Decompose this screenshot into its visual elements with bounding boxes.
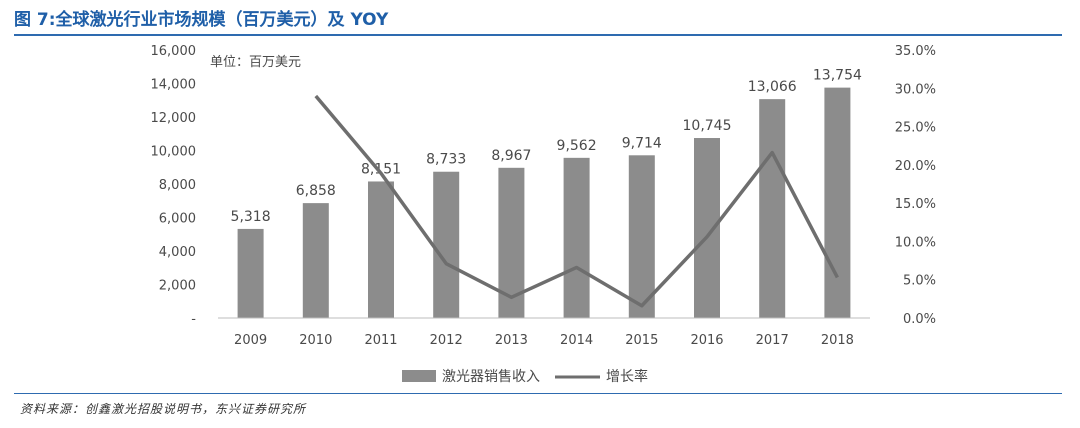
bar-value-labels: 5,318 6,858 8,151 8,733 8,967 9,562 9,714 10,74… xyxy=(231,68,862,225)
bar-value-label: 13,066 xyxy=(748,79,797,95)
y-right-tick-label: 5.0% xyxy=(903,274,936,289)
bar-value-label: 9,714 xyxy=(622,135,662,151)
y-right-tick-label: 20.0% xyxy=(895,159,936,174)
y-right-tick-label: 25.0% xyxy=(895,121,936,136)
legend-swatch-bar xyxy=(402,370,436,382)
bar-series xyxy=(237,87,851,318)
y-left-tick-label: 4,000 xyxy=(159,245,196,260)
y-right-tick-label: 30.0% xyxy=(895,82,936,97)
growth-line-series xyxy=(314,94,839,308)
bar xyxy=(302,203,329,318)
bar xyxy=(824,87,851,318)
y-right-tick-label: 0.0% xyxy=(903,312,936,327)
x-tick-label: 2013 xyxy=(495,333,528,348)
y-right-tick-label: 35.0% xyxy=(895,44,936,59)
y-right-tick-label: 15.0% xyxy=(895,197,936,212)
x-tick-label: 2016 xyxy=(690,333,723,348)
bar xyxy=(563,157,590,318)
legend: 激光器销售收入 增长率 xyxy=(402,368,648,385)
y-left-tick-label: 12,000 xyxy=(151,111,197,126)
x-tick-label: 2015 xyxy=(625,333,658,348)
x-tick-label: 2014 xyxy=(560,333,593,348)
y-left-tick-label: 8,000 xyxy=(159,178,196,193)
bar-value-label: 8,967 xyxy=(491,148,531,164)
bar xyxy=(433,171,460,318)
x-tick-label: 2009 xyxy=(234,333,267,348)
x-tick-label: 2011 xyxy=(364,333,397,348)
title-rule xyxy=(14,34,1062,36)
bar-value-label: 10,745 xyxy=(683,118,732,134)
legend-label-line: 增长率 xyxy=(606,368,648,385)
bar-value-label: 8,733 xyxy=(426,152,466,168)
y-left-tick-label: 14,000 xyxy=(151,78,197,93)
bar-value-label: 13,754 xyxy=(813,68,862,84)
unit-note: 单位：百万美元 xyxy=(210,55,301,70)
bar-value-label: 5,318 xyxy=(231,209,271,225)
x-tick-label: 2012 xyxy=(430,333,463,348)
bar xyxy=(368,181,394,318)
y-right-tick-label: 10.0% xyxy=(895,235,936,250)
y-right-axis: 0.0% 5.0% 10.0% 15.0% 20.0% 25.0% 30.0% 35.0% xyxy=(895,44,936,327)
figure-title: 图 7:全球激光行业市场规模（百万美元）及 YOY xyxy=(14,10,389,30)
y-left-axis: - 2,000 4,000 6,000 8,000 10,000 12,000 14,000 1… xyxy=(151,44,197,327)
bar xyxy=(237,228,264,318)
y-left-tick-label: 10,000 xyxy=(151,145,197,160)
bar xyxy=(628,155,655,318)
x-tick-label: 2010 xyxy=(299,333,332,348)
source-note: 资料来源：创鑫激光招股说明书，东兴证券研究所 xyxy=(20,402,307,416)
x-tick-label: 2017 xyxy=(756,333,789,348)
y-left-tick-label: 2,000 xyxy=(159,279,196,294)
bar-value-label: 9,562 xyxy=(557,138,597,154)
footer-rule xyxy=(14,393,1062,394)
x-axis: 2009 2010 2011 2012 2013 2014 2015 2016 2017 2018 xyxy=(234,333,854,348)
bar xyxy=(694,138,720,318)
y-left-tick-label: - xyxy=(191,312,196,327)
y-left-tick-label: 6,000 xyxy=(159,212,196,227)
bar xyxy=(759,99,786,318)
bar-value-label: 6,858 xyxy=(296,183,336,199)
x-tick-label: 2018 xyxy=(821,333,854,348)
y-left-tick-label: 16,000 xyxy=(151,44,197,59)
legend-label-bar: 激光器销售收入 xyxy=(442,368,540,385)
bar-value-label: 8,151 xyxy=(361,161,401,177)
